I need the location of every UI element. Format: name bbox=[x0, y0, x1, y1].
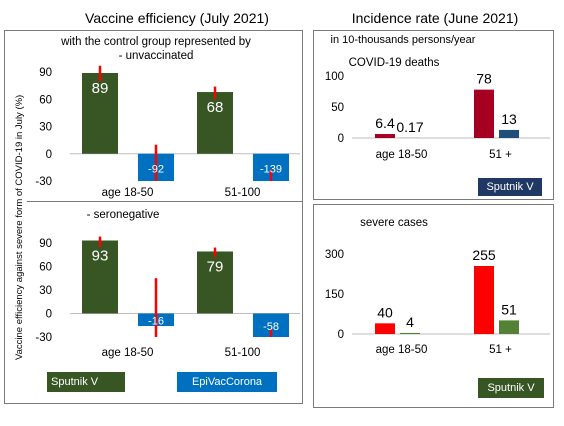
data-label: 6.4 bbox=[375, 115, 395, 131]
chart-subtitle: severe cases bbox=[360, 217, 428, 229]
y-tick-label: 90 bbox=[39, 238, 52, 250]
data-bar bbox=[82, 72, 118, 154]
right-panel-subtitle: in 10-thousands persons/year bbox=[330, 34, 476, 46]
severe-cases-chart: severe cases 0 150 300 age 18-50 51 + 40 255 4 51… bbox=[325, 217, 550, 356]
deaths-chart: COVID-19 deaths 0 50 100 age 18-50 51 + 6.4 78 0… bbox=[325, 57, 550, 161]
x-category-label: 51 + bbox=[489, 344, 512, 356]
y-tick-label: 300 bbox=[325, 249, 344, 261]
data-label: 0.17 bbox=[396, 119, 423, 135]
data-label: -139 bbox=[260, 163, 282, 175]
x-category-label: age 18-50 bbox=[376, 344, 428, 356]
epivaccorona-badge: EpiVacCorona bbox=[177, 372, 277, 392]
efficiency-chart-seronegative: - seronegative -30 0 30 60 90 age 18-50 51-100 9… bbox=[35, 209, 300, 359]
data-bar bbox=[375, 134, 395, 138]
data-bar bbox=[253, 313, 289, 337]
y-tick-label: 60 bbox=[39, 261, 52, 273]
y-tick-label: 50 bbox=[331, 102, 344, 114]
y-tick-label: 60 bbox=[39, 94, 52, 106]
data-label: 4 bbox=[406, 314, 414, 330]
panel-divider bbox=[27, 201, 303, 202]
data-bar bbox=[375, 323, 395, 334]
left-y-axis-label: Vaccine efficiency against severe form o… bbox=[14, 94, 25, 360]
x-category-label: age 18-50 bbox=[376, 149, 428, 161]
data-bar bbox=[499, 320, 519, 334]
right-panel-top-frame bbox=[313, 30, 554, 200]
data-label: 89 bbox=[92, 80, 109, 97]
y-tick-label: 0 bbox=[46, 149, 52, 161]
sputnik-v-badge: Sputnik V bbox=[47, 372, 125, 392]
efficiency-chart-unvaccinated: with the control group represented by - u… bbox=[35, 36, 300, 199]
chart-subtitle: with the control group represented by bbox=[60, 36, 251, 48]
y-tick-label: -30 bbox=[35, 176, 52, 188]
data-bar bbox=[82, 240, 118, 314]
chart-subtitle: - seronegative bbox=[87, 209, 160, 221]
y-tick-label: 0 bbox=[338, 133, 344, 145]
data-bar bbox=[197, 92, 233, 154]
data-label: 68 bbox=[207, 99, 224, 116]
data-bar bbox=[197, 251, 233, 314]
data-bar bbox=[499, 129, 519, 138]
y-tick-label: 0 bbox=[46, 308, 52, 320]
x-category-label: age 18-50 bbox=[102, 187, 154, 199]
y-tick-label: 100 bbox=[325, 71, 344, 83]
right-panel-bottom-frame bbox=[313, 204, 554, 408]
data-label: 79 bbox=[207, 258, 224, 275]
data-label: 13 bbox=[501, 111, 517, 127]
left-panel-title: Vaccine efficiency (July 2021) bbox=[85, 10, 269, 26]
data-label: 78 bbox=[476, 71, 492, 87]
x-category-label: 51 + bbox=[489, 149, 512, 161]
data-label: 93 bbox=[92, 247, 109, 264]
data-label: 255 bbox=[472, 247, 496, 263]
right-panel-title: Incidence rate (June 2021) bbox=[351, 10, 519, 26]
data-bar bbox=[474, 89, 494, 138]
data-label: -16 bbox=[148, 316, 164, 328]
data-label: -92 bbox=[148, 163, 164, 175]
left-panel-frame bbox=[4, 30, 303, 404]
x-category-label: age 18-50 bbox=[102, 347, 154, 359]
y-tick-label: 90 bbox=[39, 67, 52, 79]
sputnik-v-badge-deaths: Sputnik V bbox=[478, 178, 542, 196]
y-tick-label: -30 bbox=[35, 332, 52, 344]
data-label: -58 bbox=[263, 321, 279, 333]
data-bar bbox=[474, 266, 494, 334]
y-tick-label: 0 bbox=[338, 329, 344, 341]
chart-subtitle: COVID-19 deaths bbox=[349, 57, 440, 69]
y-tick-label: 30 bbox=[39, 122, 52, 134]
chart-subtitle: - unvaccinated bbox=[119, 50, 194, 62]
data-label: 51 bbox=[501, 301, 517, 317]
x-category-label: 51-100 bbox=[225, 187, 261, 199]
y-tick-label: 150 bbox=[325, 289, 344, 301]
data-bar bbox=[400, 332, 420, 334]
sputnik-v-badge-severe: Sputnik V bbox=[478, 378, 544, 398]
data-label: 40 bbox=[377, 304, 393, 320]
x-category-label: 51-100 bbox=[225, 347, 261, 359]
y-tick-label: 30 bbox=[39, 285, 52, 297]
